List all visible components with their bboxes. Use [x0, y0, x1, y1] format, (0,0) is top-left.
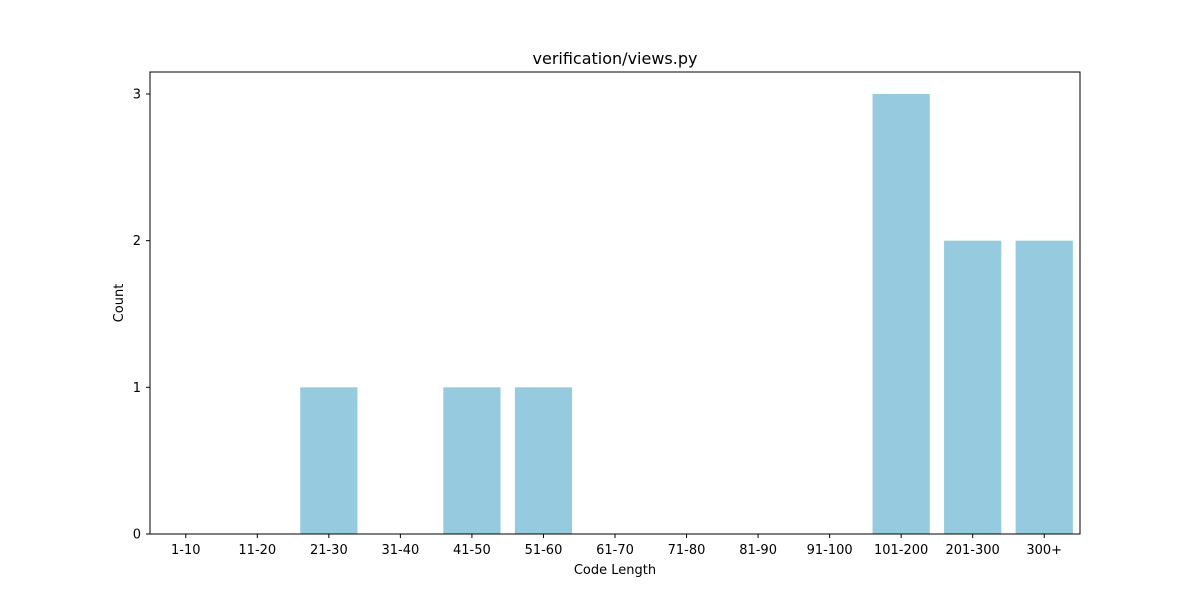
x-tick-label: 11-20 — [238, 543, 276, 558]
bar-101-200 — [872, 94, 930, 534]
bar-21-30 — [300, 387, 358, 534]
bar-51-60 — [514, 387, 573, 534]
y-tick-label: 1 — [133, 381, 141, 396]
x-tick-label: 51-60 — [525, 543, 563, 558]
x-tick-label: 31-40 — [381, 543, 419, 558]
x-tick-label: 1-10 — [171, 543, 201, 558]
x-axis-ticks: 1-10 11-20 21-30 31-40 41-50 51-60 61-70 71-80 8… — [171, 534, 1062, 558]
x-tick-label: 300+ — [1026, 543, 1062, 558]
x-tick-label: 21-30 — [310, 543, 348, 558]
y-axis-label: Count — [112, 284, 127, 323]
bars-group — [300, 94, 1073, 535]
x-tick-label: 61-70 — [596, 543, 634, 558]
x-tick-label: 81-90 — [739, 543, 777, 558]
y-tick-label: 2 — [133, 234, 141, 249]
chart-title: verification/views.py — [533, 49, 698, 68]
x-tick-label: 201-300 — [946, 543, 1000, 558]
bar-41-50 — [443, 387, 501, 534]
y-tick-label: 3 — [133, 88, 141, 103]
y-axis-ticks: 0 1 2 3 — [133, 88, 150, 543]
x-axis-label: Code Length — [574, 563, 656, 578]
y-tick-label: 0 — [133, 528, 141, 543]
x-tick-label: 101-200 — [874, 543, 928, 558]
bar-201-300 — [944, 240, 1002, 535]
x-tick-label: 41-50 — [453, 543, 491, 558]
x-tick-label: 71-80 — [668, 543, 706, 558]
x-tick-label: 91-100 — [807, 543, 853, 558]
plot-frame — [149, 71, 1081, 535]
bar-300+ — [1015, 240, 1073, 535]
